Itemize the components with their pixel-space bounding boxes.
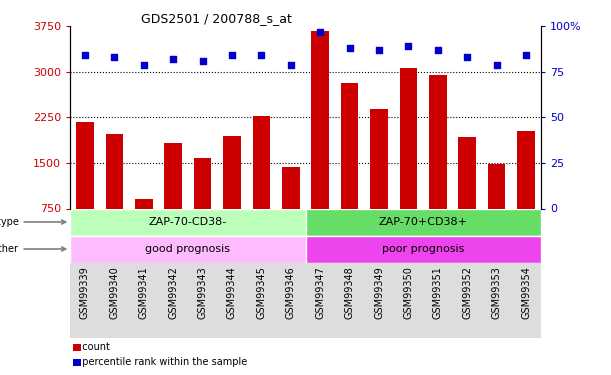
Text: GSM99346: GSM99346: [286, 266, 296, 319]
Point: [463, 54, 472, 60]
Point: [109, 54, 119, 60]
Text: GDS2501 / 200788_s_at: GDS2501 / 200788_s_at: [141, 12, 291, 25]
Text: GSM99344: GSM99344: [227, 266, 237, 319]
Text: other: other: [0, 244, 65, 254]
Bar: [252, 116, 270, 208]
Bar: [135, 200, 153, 208]
Bar: [306, 236, 541, 262]
Bar: [306, 209, 541, 236]
Text: GSM99342: GSM99342: [168, 266, 178, 319]
Text: GSM99353: GSM99353: [492, 266, 502, 319]
Point: [227, 53, 237, 58]
Text: ZAP-70-CD38-: ZAP-70-CD38-: [148, 217, 227, 227]
Bar: [70, 236, 306, 262]
Point: [433, 47, 443, 53]
Bar: [458, 137, 476, 209]
Point: [139, 62, 148, 68]
Bar: [70, 209, 306, 236]
Bar: [194, 158, 211, 209]
Bar: [76, 122, 94, 208]
Point: [374, 47, 384, 53]
Bar: [106, 134, 123, 209]
Bar: [164, 144, 182, 208]
Point: [80, 53, 90, 58]
Bar: [488, 164, 505, 209]
Text: GSM99343: GSM99343: [197, 266, 208, 319]
Point: [198, 58, 208, 64]
Text: GSM99340: GSM99340: [109, 266, 119, 319]
Text: poor prognosis: poor prognosis: [382, 244, 464, 254]
Bar: [223, 136, 241, 209]
Point: [168, 56, 178, 62]
Point: [315, 29, 325, 35]
Text: GSM99351: GSM99351: [433, 266, 443, 319]
Bar: [341, 83, 359, 209]
Text: GSM99350: GSM99350: [403, 266, 414, 319]
Bar: [400, 68, 417, 209]
Bar: [370, 110, 388, 209]
Text: GSM99347: GSM99347: [315, 266, 325, 319]
Bar: [429, 75, 447, 208]
Text: GSM99352: GSM99352: [463, 266, 472, 319]
Text: ZAP-70+CD38+: ZAP-70+CD38+: [379, 217, 467, 227]
Point: [345, 45, 354, 51]
Text: GSM99348: GSM99348: [345, 266, 354, 319]
Point: [521, 53, 531, 58]
Bar: [518, 131, 535, 209]
Text: good prognosis: good prognosis: [145, 244, 230, 254]
Point: [257, 53, 266, 58]
Point: [403, 43, 413, 49]
Point: [492, 62, 502, 68]
Text: GSM99339: GSM99339: [80, 266, 90, 319]
Bar: [312, 30, 329, 208]
Text: GSM99349: GSM99349: [374, 266, 384, 319]
Point: [286, 62, 296, 68]
Text: GSM99345: GSM99345: [257, 266, 266, 319]
Text: GSM99354: GSM99354: [521, 266, 531, 319]
Text: count: count: [76, 342, 110, 352]
Text: cell type: cell type: [0, 217, 65, 227]
Text: GSM99341: GSM99341: [139, 266, 148, 319]
Bar: [282, 167, 299, 208]
Text: percentile rank within the sample: percentile rank within the sample: [76, 357, 247, 367]
